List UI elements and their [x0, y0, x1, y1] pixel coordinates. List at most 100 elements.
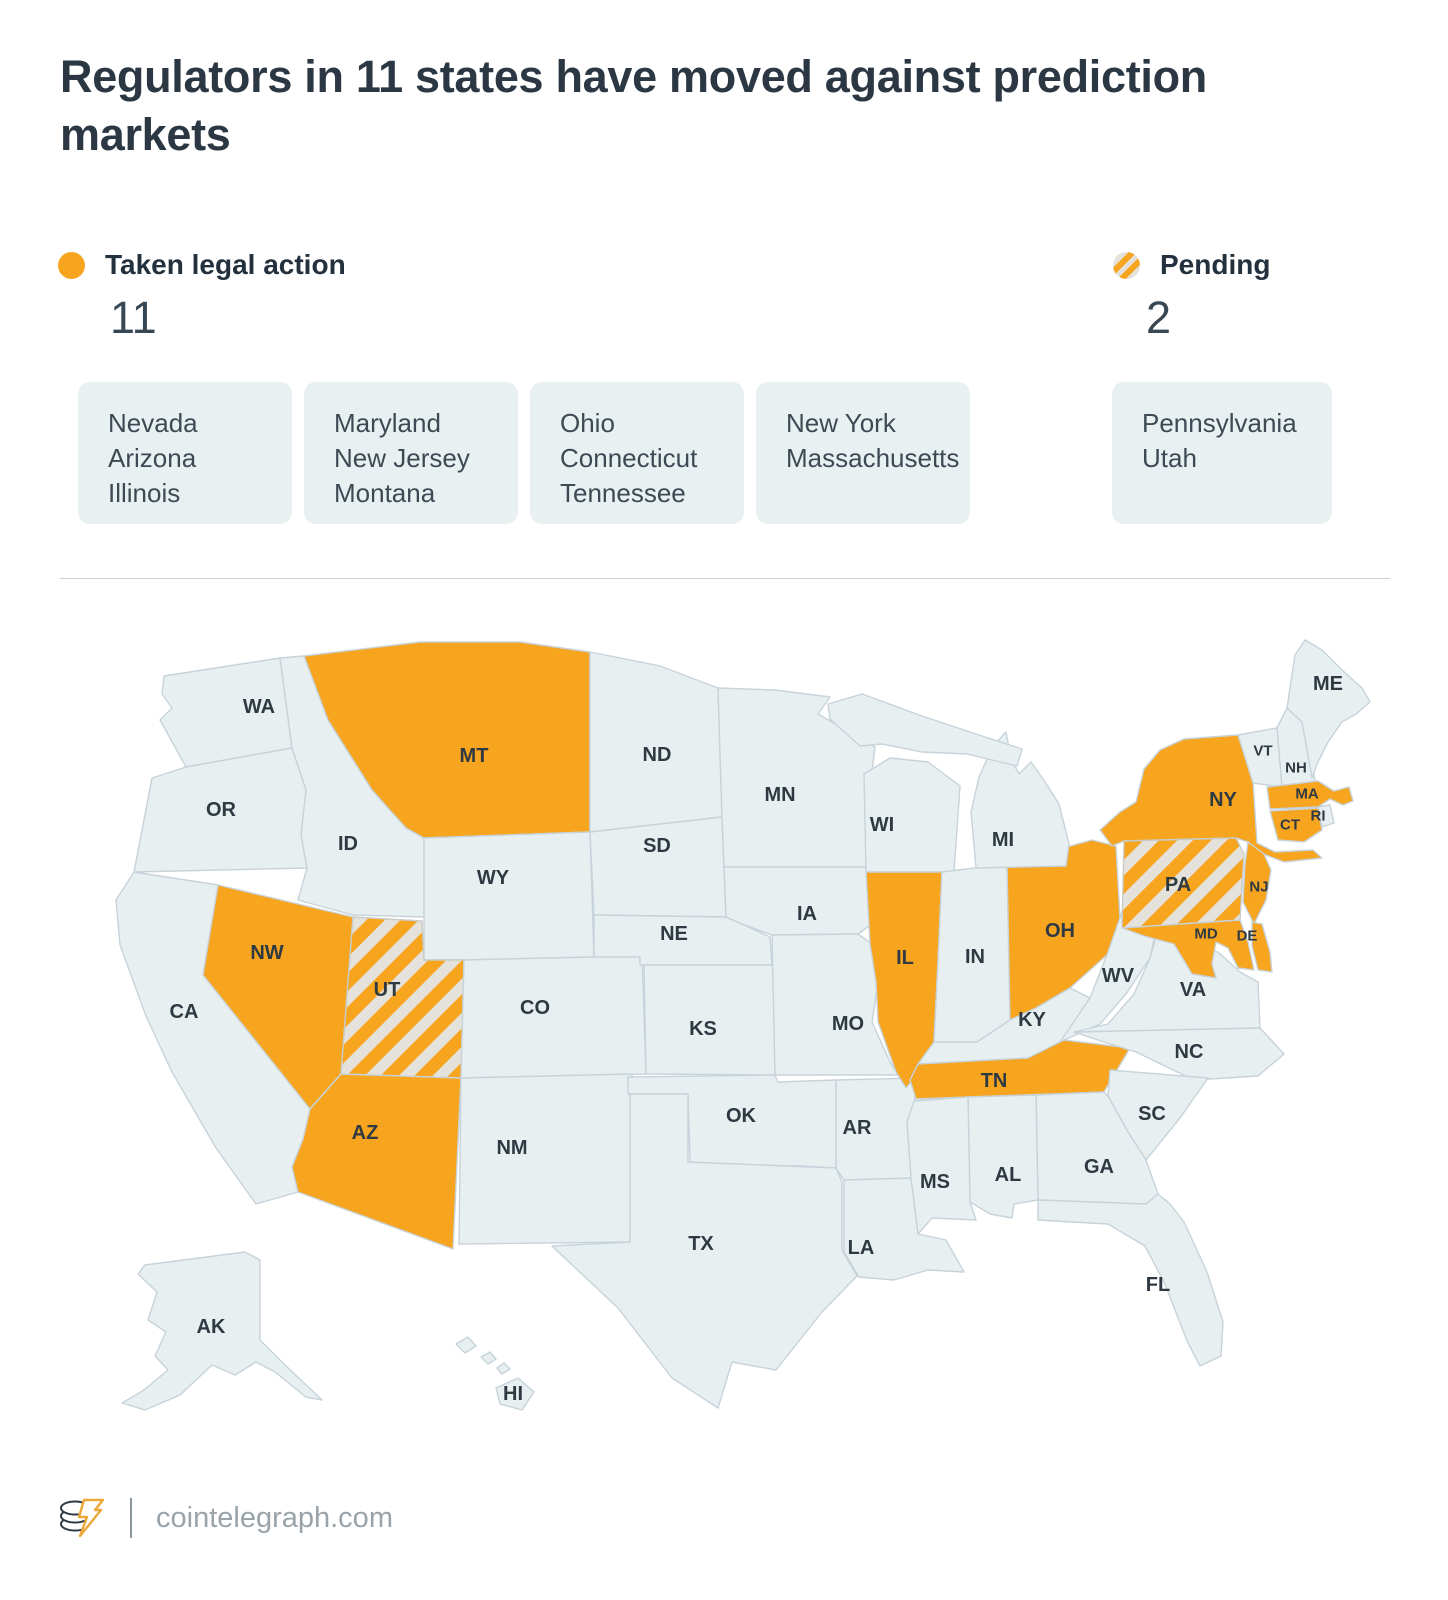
footer-site-text: cointelegraph.com	[156, 1501, 393, 1534]
state-label-md: MD	[1194, 926, 1217, 943]
legend-pending: Pending	[1113, 249, 1270, 281]
action-count: 11	[110, 292, 157, 343]
legend-taken-legal-action: Taken legal action	[58, 249, 346, 281]
state-colorado	[460, 954, 647, 1079]
state-name: Arizona	[108, 443, 197, 473]
state-label-ct: CT	[1280, 817, 1300, 834]
state-new-mexico	[458, 1073, 633, 1245]
state-south-dakota	[589, 816, 727, 918]
state-name: Utah	[1142, 443, 1197, 473]
state-texas	[551, 1093, 858, 1409]
state-label-in: IN	[965, 946, 985, 968]
state-label-ri: RI	[1311, 808, 1326, 825]
state-label-de: DE	[1237, 928, 1258, 945]
us-map: WA OR CA NW ID MT WY UT AZ CO NM ND SD N…	[60, 600, 1390, 1420]
state-name: Nevada	[108, 408, 198, 438]
state-label-me: ME	[1313, 673, 1343, 695]
state-label-wv: WV	[1102, 965, 1135, 987]
state-mississippi	[906, 1096, 977, 1235]
action-states-card-3: Ohio Connecticut Tennessee	[530, 382, 744, 524]
pending-states-card: Pennsylvania Utah	[1112, 382, 1332, 524]
state-maryland	[1121, 919, 1255, 979]
legend-action-label: Taken legal action	[105, 249, 346, 280]
state-alaska	[121, 1251, 323, 1411]
state-delaware	[1251, 921, 1273, 973]
state-florida	[1037, 1193, 1224, 1367]
state-label-nv: NW	[250, 942, 283, 964]
state-connecticut	[1269, 807, 1323, 843]
state-label-mt: MT	[460, 745, 489, 767]
hawaii-island-small-2	[480, 1351, 497, 1365]
state-michigan	[970, 731, 1070, 869]
state-label-wy: WY	[477, 867, 510, 889]
state-label-oh: OH	[1045, 920, 1075, 942]
state-wyoming	[423, 831, 595, 961]
state-label-mo: MO	[832, 1013, 864, 1035]
action-states-card-2: Maryland New Jersey Montana	[304, 382, 518, 524]
state-label-va: VA	[1180, 979, 1206, 1001]
state-name: Massachusetts	[786, 443, 960, 473]
state-label-nj: NJ	[1249, 879, 1268, 896]
state-pennsylvania	[1121, 837, 1245, 929]
divider-line	[60, 578, 1390, 579]
state-label-ny: NY	[1209, 789, 1237, 811]
action-states-card-4: New York Massachusetts	[756, 382, 970, 524]
pending-striped-dot-icon	[1113, 251, 1140, 279]
state-name: Illinois	[108, 478, 181, 508]
state-north-dakota	[589, 651, 723, 833]
state-label-tx: TX	[688, 1233, 714, 1255]
state-label-pa: PA	[1165, 874, 1191, 896]
legend-pending-label: Pending	[1160, 249, 1271, 280]
state-label-sd: SD	[643, 835, 671, 857]
state-label-ak: AK	[197, 1316, 226, 1338]
legal-action-dot-icon	[58, 251, 85, 279]
state-michigan-upper-peninsula	[827, 693, 1023, 767]
state-label-ok: OK	[726, 1105, 757, 1127]
state-label-ut: UT	[374, 979, 401, 1001]
state-label-ar: AR	[843, 1117, 872, 1139]
state-hawaii	[495, 1377, 535, 1411]
state-maine	[1286, 639, 1371, 779]
state-massachusetts	[1266, 780, 1354, 810]
state-name: Ohio	[560, 408, 615, 438]
page-title: Regulators in 11 states have moved again…	[60, 51, 1207, 160]
state-label-al: AL	[995, 1164, 1022, 1186]
state-north-carolina	[1073, 1027, 1285, 1081]
us-choropleth-map: WA OR CA NW ID MT WY UT AZ CO NM ND SD N…	[115, 639, 1371, 1411]
state-label-nd: ND	[643, 744, 672, 766]
state-label-vt: VT	[1253, 743, 1272, 760]
state-name: Pennsylvania	[1142, 408, 1297, 438]
state-name: New Jersey	[334, 443, 470, 473]
action-states-card-1: Nevada Arizona Illinois	[78, 382, 292, 524]
state-label-fl: FL	[1146, 1274, 1170, 1296]
state-label-la: LA	[848, 1237, 875, 1259]
state-alabama	[967, 1094, 1039, 1219]
state-name: Connecticut	[560, 443, 698, 473]
state-label-ca: CA	[170, 1001, 199, 1023]
state-label-ma: MA	[1295, 786, 1318, 803]
pending-count: 2	[1146, 292, 1172, 343]
state-name: Montana	[334, 478, 436, 508]
hawaii-island-small-3	[496, 1362, 511, 1375]
state-label-ia: IA	[797, 903, 817, 925]
state-label-ms: MS	[920, 1171, 950, 1193]
state-label-nc: NC	[1175, 1041, 1204, 1063]
state-label-co: CO	[520, 997, 550, 1019]
state-label-sc: SC	[1138, 1103, 1166, 1125]
footer: cointelegraph.com	[58, 1494, 393, 1542]
state-label-ga: GA	[1084, 1156, 1114, 1178]
state-label-ne: NE	[660, 923, 688, 945]
state-label-id: ID	[338, 833, 358, 855]
state-new-jersey	[1242, 841, 1272, 925]
state-label-ks: KS	[689, 1018, 717, 1040]
hawaii-island-small-1	[455, 1336, 477, 1354]
footer-divider	[130, 1498, 132, 1538]
state-name: Maryland	[334, 408, 441, 438]
state-label-il: IL	[896, 947, 914, 969]
state-missouri	[771, 933, 899, 1076]
cointelegraph-logo-icon	[60, 1498, 105, 1538]
state-label-mi: MI	[992, 829, 1014, 851]
state-name: Tennessee	[560, 478, 686, 508]
state-label-nh: NH	[1285, 760, 1307, 777]
